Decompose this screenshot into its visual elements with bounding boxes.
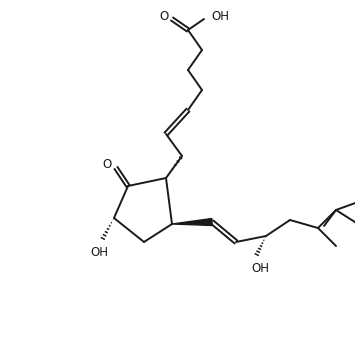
Text: O: O — [159, 9, 169, 22]
Text: O: O — [102, 158, 111, 170]
Text: OH: OH — [211, 9, 229, 22]
Text: OH: OH — [251, 261, 269, 274]
Polygon shape — [172, 218, 212, 225]
Text: OH: OH — [90, 245, 108, 259]
